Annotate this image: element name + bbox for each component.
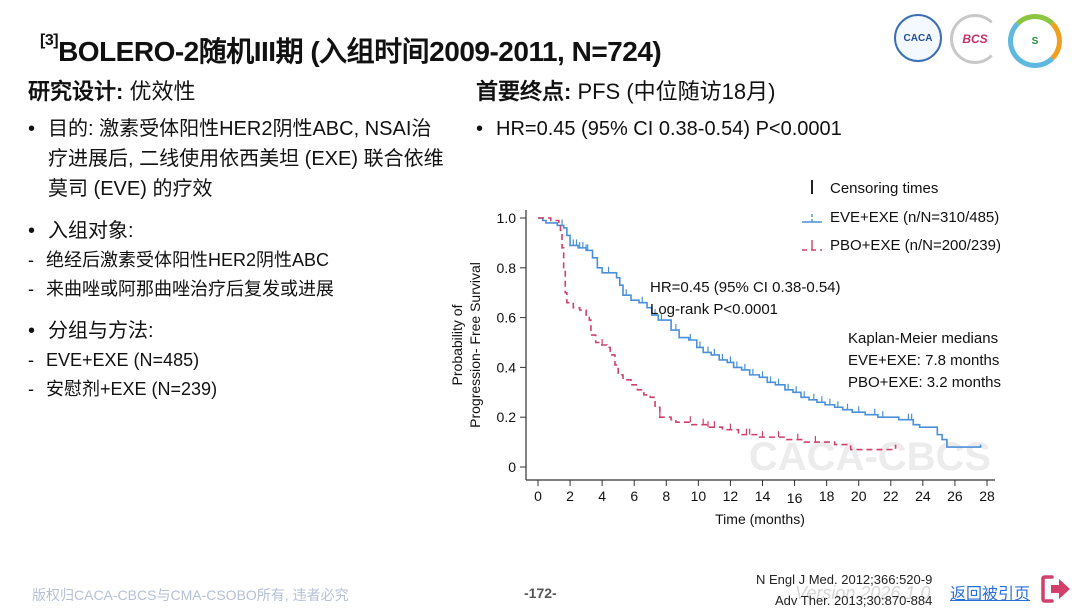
chart-annotation: HR=0.45 (95% CI 0.38-0.54) bbox=[650, 279, 841, 296]
km-curve-pbo-exe bbox=[538, 217, 897, 451]
x-tick-label: 14 bbox=[755, 488, 771, 504]
x-tick-label: 18 bbox=[819, 488, 835, 504]
x-tick-label: 26 bbox=[947, 488, 963, 504]
y-axis-label-line2: Progression- Free Survival bbox=[467, 262, 483, 428]
x-tick-label: 10 bbox=[691, 488, 707, 504]
x-tick-label: 4 bbox=[598, 488, 606, 504]
chart-annotation: Log-rank P<0.0001 bbox=[650, 301, 778, 318]
x-tick-label: 12 bbox=[723, 488, 739, 504]
x-tick-label: 24 bbox=[915, 488, 931, 504]
chart-annotation: EVE+EXE: 7.8 months bbox=[848, 352, 999, 369]
cso-logo: S bbox=[1008, 14, 1062, 68]
x-tick-label: 22 bbox=[883, 488, 899, 504]
x-tick-label: 8 bbox=[662, 488, 670, 504]
primary-endpoint-heading: 首要终点: PFS (中位随访18月) bbox=[476, 79, 776, 104]
caca-logo: CACA bbox=[894, 14, 942, 62]
y-tick-label: 1.0 bbox=[497, 210, 517, 226]
primary-endpoint-section: 首要终点: PFS (中位随访18月) HR=0.45 (95% CI 0.38… bbox=[476, 74, 842, 144]
y-tick-label: 0.4 bbox=[497, 359, 517, 375]
x-tick-label: 0 bbox=[534, 488, 542, 504]
sub-enrollment-2: 来曲唑或阿那曲唑治疗后复发或进展 bbox=[28, 275, 448, 304]
legend-label: EVE+EXE (n/N=310/485) bbox=[830, 209, 999, 226]
slide-title: [3]BOLERO-2随机III期 (入组时间2009-2011, N=724) bbox=[40, 30, 662, 70]
title-text: BOLERO-2随机III期 (入组时间2009-2011, N=724) bbox=[58, 36, 662, 67]
bcs-logo: BCS bbox=[950, 14, 1000, 64]
y-tick-label: 0.2 bbox=[497, 409, 517, 425]
reference-mark: [3] bbox=[40, 32, 59, 49]
y-tick-label: 0.8 bbox=[497, 260, 517, 276]
chart-watermark: CACA-CBCS bbox=[749, 435, 991, 479]
x-tick-label: 6 bbox=[630, 488, 638, 504]
km-curve-eve-exe bbox=[538, 217, 982, 448]
reference-2: Adv Ther. 2013;30:870-884 bbox=[775, 593, 933, 608]
y-axis-label-line1: Probability of bbox=[449, 304, 465, 385]
bullet-enrollment: 入组对象: bbox=[28, 216, 448, 246]
references: N Engl J Med. 2012;366:520-9 Adv Ther. 2… bbox=[755, 569, 932, 611]
exit-arrow-icon[interactable] bbox=[1040, 573, 1072, 605]
legend-label: PBO+EXE (n/N=200/239) bbox=[830, 237, 1001, 254]
copyright-text: 版权归CACA-CBCS与CMA-CSOBO所有, 违者必究 bbox=[32, 587, 349, 603]
version-watermark: Version 2026.1.0 bbox=[795, 583, 931, 603]
bullet-objective: 目的: 激素受体阳性HER2阴性ABC, NSAI治疗进展后, 二线使用依西美坦… bbox=[28, 114, 448, 204]
x-axis-label: Time (months) bbox=[715, 511, 805, 527]
page-number: -172- bbox=[524, 585, 557, 601]
sub-grouping-2: 安慰剂+EXE (N=239) bbox=[28, 375, 448, 404]
x-tick-label: 20 bbox=[851, 488, 867, 504]
x-tick-label: 16 bbox=[787, 490, 803, 506]
sub-grouping-1: EVE+EXE (N=485) bbox=[28, 346, 448, 375]
logo-group: CACA BCS S bbox=[894, 14, 1062, 68]
hr-bullet: HR=0.45 (95% CI 0.38-0.54) P<0.0001 bbox=[476, 114, 842, 144]
study-design-heading: 研究设计: 优效性 bbox=[28, 79, 196, 104]
x-tick-label: 2 bbox=[566, 488, 574, 504]
study-design-section: 研究设计: 优效性 目的: 激素受体阳性HER2阴性ABC, NSAI治疗进展后… bbox=[28, 74, 448, 404]
chart-annotation: Kaplan-Meier medians bbox=[848, 330, 998, 347]
x-tick-label: 28 bbox=[979, 488, 995, 504]
bullet-grouping: 分组与方法: bbox=[28, 316, 448, 346]
reference-1: N Engl J Med. 2012;366:520-9 bbox=[755, 572, 933, 587]
chart-annotation: PBO+EXE: 3.2 months bbox=[848, 374, 1001, 391]
legend-label: Censoring times bbox=[830, 180, 938, 197]
sub-enrollment-1: 绝经后激素受体阳性HER2阴性ABC bbox=[28, 246, 448, 275]
y-tick-label: 0 bbox=[508, 459, 516, 475]
back-to-citing-page-link[interactable]: 返回被引页 bbox=[950, 586, 1031, 603]
y-tick-label: 0.6 bbox=[497, 310, 517, 326]
